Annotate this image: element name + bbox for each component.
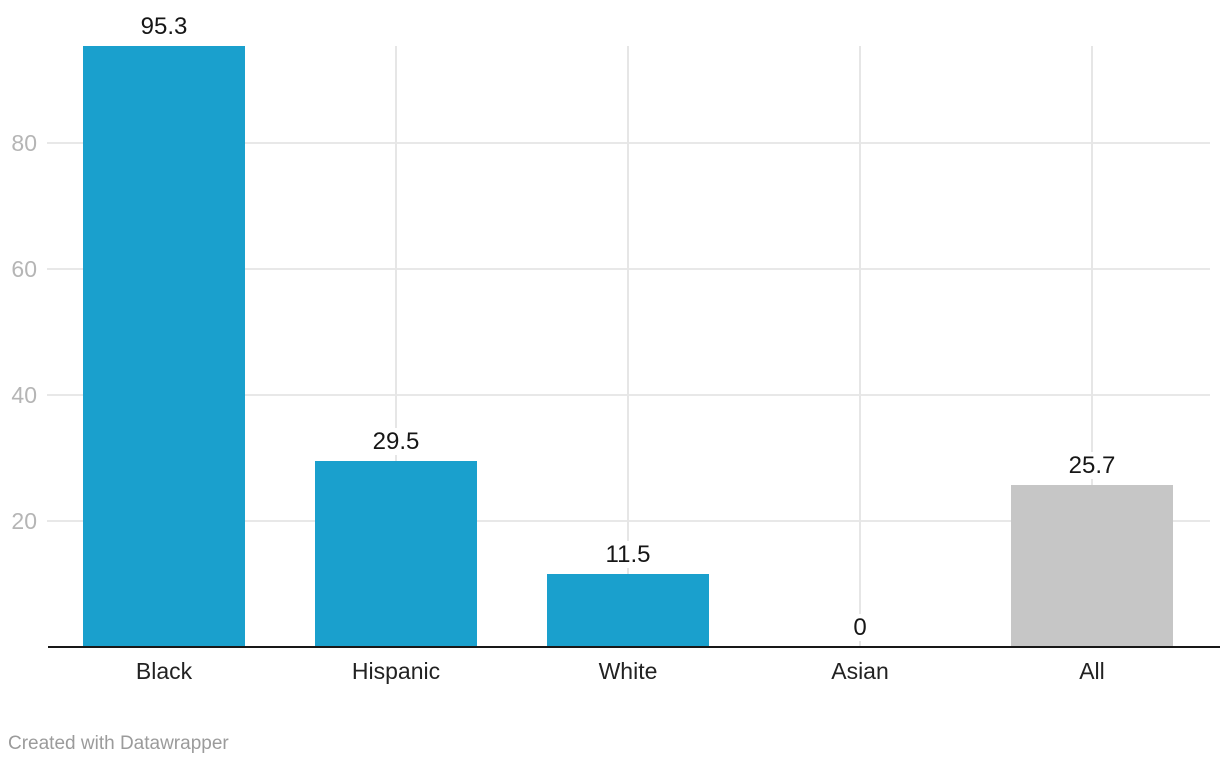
bar-value-label: 95.3 — [136, 13, 192, 41]
y-axis-tick-label: 60 — [11, 255, 37, 282]
x-axis-category-label: Hispanic — [351, 658, 441, 684]
x-axis-baseline — [48, 646, 1220, 648]
bar-all — [1011, 484, 1173, 647]
bar-value-text: 11.5 — [601, 541, 655, 569]
x-axis-category-label: White — [598, 658, 658, 684]
bar-value-label: 0 — [849, 613, 871, 642]
v-gridline — [859, 46, 861, 647]
x-axis-category-label: Black — [135, 658, 193, 684]
bar-value-text: 29.5 — [368, 427, 424, 455]
bar-value-label: 25.7 — [1064, 451, 1120, 480]
y-axis-tick-label: 40 — [11, 381, 37, 408]
x-axis-category-label: Asian — [831, 658, 889, 684]
x-axis-category-label: All — [1079, 658, 1105, 684]
bar-value-text: 95.3 — [136, 13, 192, 41]
v-gridline — [1091, 46, 1093, 647]
bar-value-text: 0 — [849, 613, 871, 641]
v-gridline — [627, 46, 629, 647]
bar-black — [83, 46, 245, 647]
bar-value-text: 25.7 — [1064, 451, 1120, 479]
y-axis-tick-label: 20 — [11, 507, 37, 534]
datawrapper-attribution-link[interactable]: Created with Datawrapper — [8, 733, 229, 754]
y-axis-tick-label: 80 — [11, 129, 37, 156]
bar-hispanic — [315, 460, 477, 647]
bar-value-label: 11.5 — [601, 541, 655, 569]
v-gridline — [395, 46, 397, 647]
bar-white — [547, 574, 709, 647]
bar-value-label: 29.5 — [368, 427, 424, 456]
